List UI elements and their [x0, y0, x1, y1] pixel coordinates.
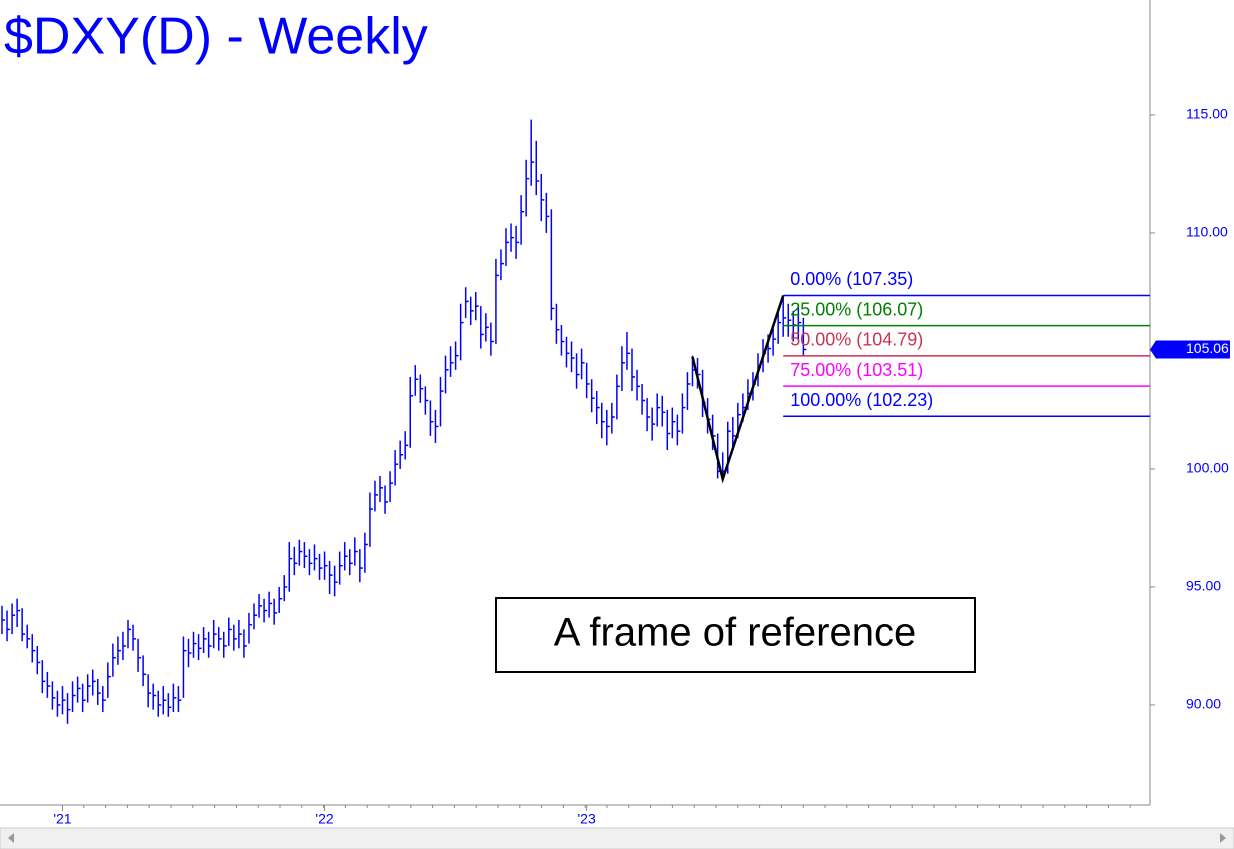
annotation: A frame of reference: [554, 611, 916, 655]
x-tick-label: '23: [578, 811, 596, 827]
bars: [1, 119, 807, 724]
last-price-label: 105.06: [1186, 340, 1229, 356]
chart-title: $DXY(D) - Weekly: [4, 8, 428, 66]
y-tick-label: 115.00: [1186, 106, 1228, 122]
last-price-box: [1150, 340, 1230, 359]
level-label: 0.00% (107.35): [790, 269, 913, 289]
pattern-line: [691, 295, 785, 484]
x-tick-label: '22: [315, 811, 333, 827]
y-tick-label: 90.00: [1186, 696, 1221, 712]
scrollbar[interactable]: [0, 827, 1234, 849]
level-label: 50.00% (104.79): [790, 330, 923, 350]
y-tick-label: 110.00: [1186, 224, 1228, 240]
level-label: 75.00% (103.51): [790, 360, 923, 380]
y-tick-label: 100.00: [1186, 460, 1229, 476]
scroll-right[interactable]: [1220, 833, 1226, 843]
x-tick-label: '21: [53, 811, 71, 827]
level-label: 25.00% (106.07): [790, 299, 923, 319]
y-tick-label: 95.00: [1186, 578, 1221, 594]
annotation-box: [495, 597, 976, 673]
scroll-left[interactable]: [8, 833, 14, 843]
level-label: 100.00% (102.23): [790, 390, 933, 410]
